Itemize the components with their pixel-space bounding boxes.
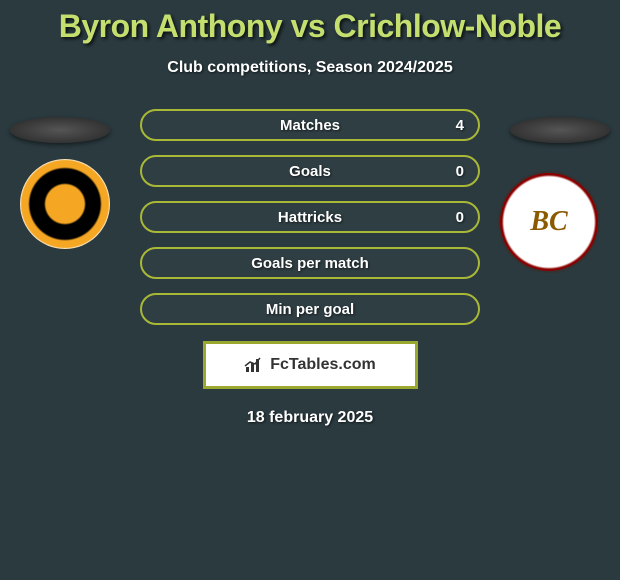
brand-badge: FcTables.com bbox=[203, 341, 418, 389]
stat-value: 4 bbox=[456, 117, 464, 134]
stat-row: Goals per match bbox=[140, 247, 480, 279]
stat-value: 0 bbox=[456, 209, 464, 226]
stat-row: Matches 4 bbox=[140, 109, 480, 141]
stat-label: Min per goal bbox=[266, 301, 354, 318]
stat-row: Min per goal bbox=[140, 293, 480, 325]
subtitle: Club competitions, Season 2024/2025 bbox=[0, 59, 620, 77]
club-logo-left bbox=[20, 159, 110, 249]
stat-label: Goals bbox=[289, 163, 331, 180]
stat-value: 0 bbox=[456, 163, 464, 180]
chart-icon bbox=[244, 357, 264, 373]
club-logo-right bbox=[498, 171, 600, 273]
date-text: 18 february 2025 bbox=[0, 409, 620, 427]
player-right-shadow bbox=[510, 117, 610, 143]
brand-text: FcTables.com bbox=[270, 356, 376, 374]
stat-label: Goals per match bbox=[251, 255, 369, 272]
stats-list: Matches 4 Goals 0 Hattricks 0 Goals per … bbox=[140, 109, 480, 325]
stat-row: Goals 0 bbox=[140, 155, 480, 187]
stat-row: Hattricks 0 bbox=[140, 201, 480, 233]
content-area: Matches 4 Goals 0 Hattricks 0 Goals per … bbox=[0, 109, 620, 427]
stat-label: Matches bbox=[280, 117, 340, 134]
stat-label: Hattricks bbox=[278, 209, 342, 226]
player-left-shadow bbox=[10, 117, 110, 143]
page-title: Byron Anthony vs Crichlow-Noble bbox=[0, 0, 620, 45]
